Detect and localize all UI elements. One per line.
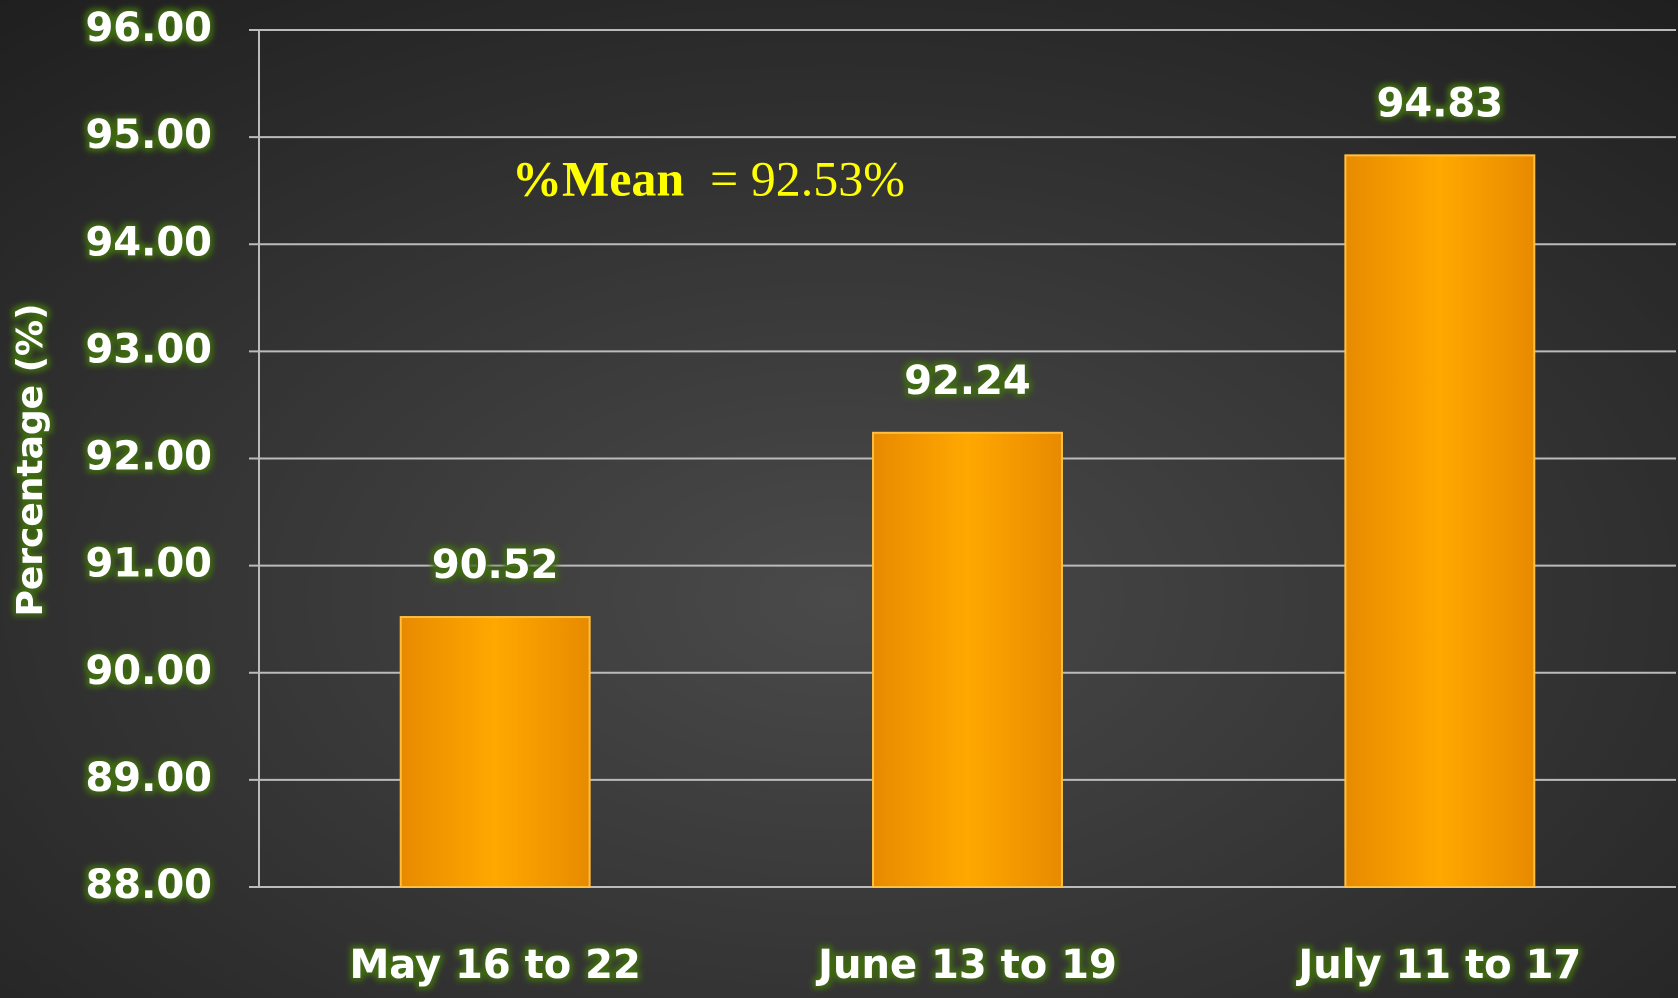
y-tick-label: 94.00: [85, 219, 212, 265]
y-tick-label: 89.00: [85, 755, 212, 801]
bar: [872, 431, 1063, 888]
y-tick-label: 96.00: [85, 5, 212, 51]
y-tick-label: 90.00: [85, 648, 212, 694]
x-tick-label: June 13 to 19: [815, 942, 1117, 988]
data-label: 92.24: [904, 358, 1031, 404]
annotation-label: %Mean: [512, 150, 684, 206]
y-tick-label: 93.00: [85, 326, 212, 372]
x-tick-label: May 16 to 22: [349, 942, 640, 988]
x-tick-label: July 11 to 17: [1295, 942, 1581, 988]
y-axis-label: Percentage (%): [10, 303, 51, 616]
y-tick-label: 92.00: [85, 434, 212, 480]
data-label: 90.52: [432, 542, 559, 588]
bar: [1344, 154, 1536, 888]
bar: [399, 616, 591, 888]
data-label: 94.83: [1377, 80, 1504, 126]
y-tick-label: 95.00: [85, 112, 212, 158]
y-tick-label: 91.00: [85, 541, 212, 587]
annotation-text: = 92.53%: [710, 150, 905, 206]
y-tick-label: 88.00: [85, 862, 212, 908]
